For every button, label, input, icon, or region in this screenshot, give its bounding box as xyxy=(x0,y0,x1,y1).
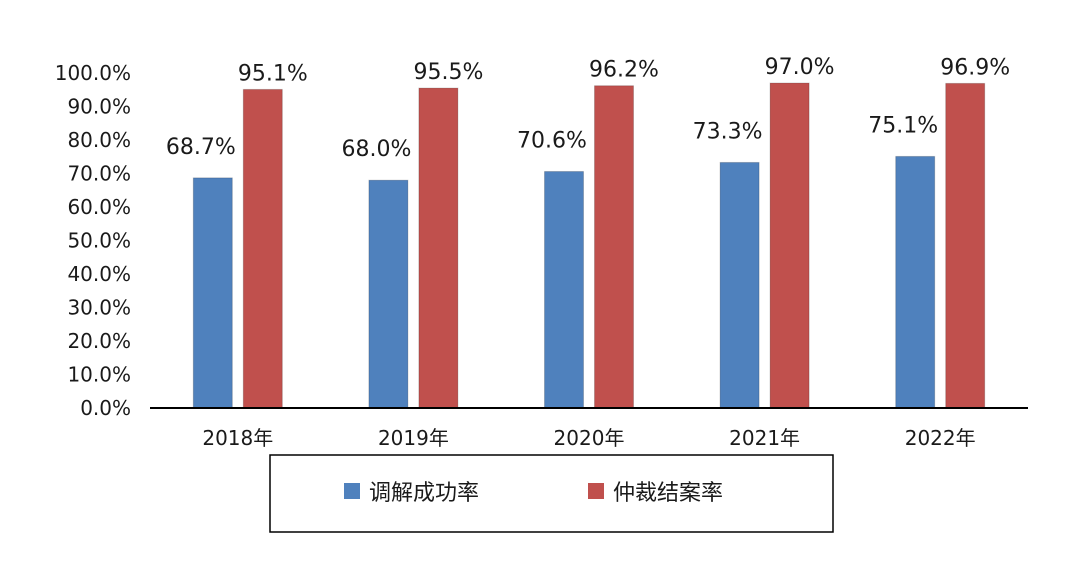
data-label: 68.0% xyxy=(341,137,411,162)
y-tick-label: 40.0% xyxy=(67,262,131,286)
bars xyxy=(192,82,986,409)
y-tick-label: 20.0% xyxy=(67,329,131,353)
data-label: 96.9% xyxy=(940,55,1010,80)
data-label: 73.3% xyxy=(693,119,763,144)
data-label: 97.0% xyxy=(765,55,835,80)
x-tick-label: 2021年 xyxy=(729,426,800,450)
x-axis: 2018年 2019年 2020年 2021年 2022年 xyxy=(150,407,1028,450)
data-label: 96.2% xyxy=(589,58,659,83)
data-label: 70.6% xyxy=(517,128,587,153)
x-tick-label: 2022年 xyxy=(905,426,976,450)
legend-label: 调解成功率 xyxy=(369,481,479,506)
x-tick-label: 2020年 xyxy=(554,426,625,450)
data-labels: 68.7% 95.1% 68.0% 95.5% 70.6% 96.2% 73.3% 97.0%… xyxy=(166,55,1010,162)
y-tick-label: 80.0% xyxy=(67,128,131,152)
legend: 调解成功率 仲裁结案率 xyxy=(269,454,834,533)
bar-mediation xyxy=(719,161,760,409)
bar-mediation xyxy=(895,155,936,409)
bar-mediation xyxy=(368,179,409,409)
data-label: 95.1% xyxy=(238,61,308,86)
bar-arbitration xyxy=(594,85,634,409)
legend-swatch xyxy=(344,483,360,499)
y-tick-label: 60.0% xyxy=(67,195,131,219)
x-tick-label: 2018年 xyxy=(202,426,273,450)
y-tick-label: 30.0% xyxy=(67,296,131,320)
y-tick-label: 0.0% xyxy=(80,396,131,420)
bar-arbitration xyxy=(769,82,810,409)
data-label: 75.1% xyxy=(868,113,938,138)
bar-mediation xyxy=(544,170,584,409)
bar-arbitration xyxy=(242,88,283,409)
bar-arbitration xyxy=(418,87,459,409)
legend-swatch xyxy=(588,483,604,499)
data-label: 95.5% xyxy=(413,60,483,85)
y-tick-label: 10.0% xyxy=(67,363,131,387)
y-tick-label: 90.0% xyxy=(67,95,131,119)
y-tick-label: 70.0% xyxy=(67,162,131,186)
y-tick-label: 100.0% xyxy=(55,61,131,85)
y-tick-label: 50.0% xyxy=(67,229,131,253)
x-tick-label: 2019年 xyxy=(378,426,449,450)
data-label: 68.7% xyxy=(166,135,236,160)
bar-mediation xyxy=(192,177,233,409)
legend-label: 仲裁结案率 xyxy=(613,481,723,506)
legend-box xyxy=(269,454,834,533)
y-axis: 0.0% 10.0% 20.0% 30.0% 40.0% 50.0% 60.0% 70.0% 8… xyxy=(55,61,131,420)
bar-arbitration xyxy=(945,82,986,409)
